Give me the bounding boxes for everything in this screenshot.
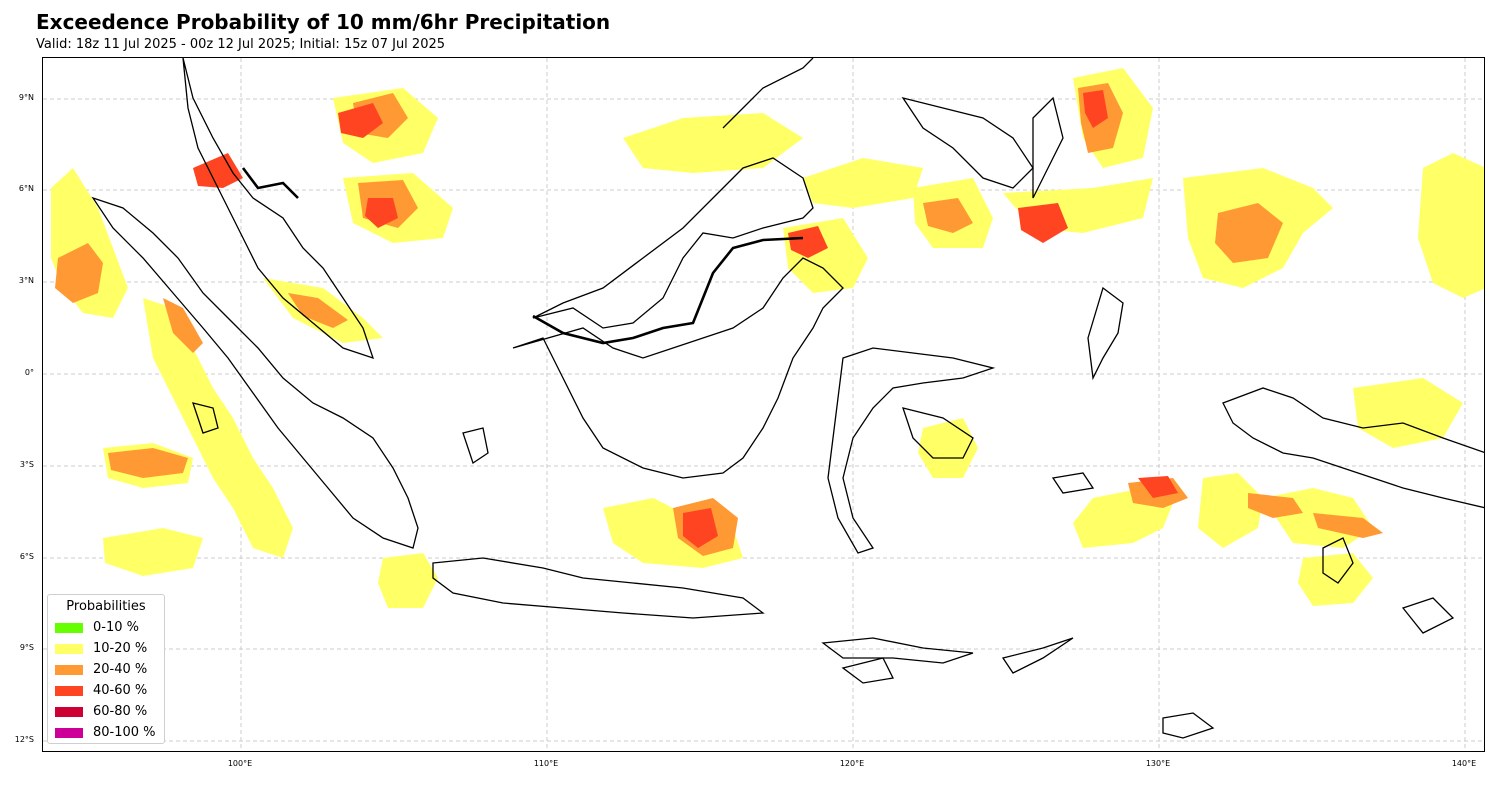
map-title: Exceedence Probability of 10 mm/6hr Prec… [36, 10, 611, 34]
lat-label: 6°S [19, 552, 34, 561]
legend-label: 60-80 % [93, 704, 148, 719]
map-subtitle: Valid: 18z 11 Jul 2025 - 00z 12 Jul 2025… [36, 37, 446, 52]
lat-label: 12°S [14, 735, 34, 744]
legend: Probabilities 0-10 % 10-20 % 20-40 % 40-… [47, 594, 165, 744]
legend-swatch [55, 664, 83, 675]
legend-swatch [55, 727, 83, 738]
lat-label: 9°N [18, 93, 34, 102]
map-panel[interactable] [42, 57, 1485, 752]
lon-label: 100°E [227, 759, 253, 768]
probability-40-60-fill [193, 90, 1178, 548]
legend-item: 60-80 % [48, 701, 164, 722]
lon-label: 130°E [1145, 759, 1171, 768]
lon-label: 120°E [839, 759, 865, 768]
lat-label: 9°S [19, 643, 34, 652]
legend-item: 80-100 % [48, 722, 164, 743]
lat-label: 0° [24, 368, 34, 377]
probability-10-20-fill [51, 68, 1484, 608]
legend-label: 40-60 % [93, 683, 148, 698]
coastlines [91, 58, 1484, 739]
borders [241, 167, 804, 345]
lon-label: 140°E [1451, 759, 1477, 768]
legend-swatch [55, 685, 83, 696]
legend-label: 20-40 % [93, 662, 148, 677]
legend-label: 10-20 % [93, 641, 148, 656]
legend-item: 40-60 % [48, 680, 164, 701]
legend-swatch [55, 622, 83, 633]
lon-label: 110°E [533, 759, 559, 768]
lat-label: 6°N [18, 184, 34, 193]
legend-label: 0-10 % [93, 620, 139, 635]
map-canvas [43, 58, 1484, 751]
legend-item: 10-20 % [48, 638, 164, 659]
legend-swatch [55, 643, 83, 654]
lat-label: 3°S [19, 460, 34, 469]
legend-swatch [55, 706, 83, 717]
legend-item: 20-40 % [48, 659, 164, 680]
legend-title: Probabilities [66, 599, 146, 614]
legend-item: 0-10 % [48, 617, 164, 638]
legend-label: 80-100 % [93, 725, 156, 740]
lat-label: 3°N [18, 276, 34, 285]
